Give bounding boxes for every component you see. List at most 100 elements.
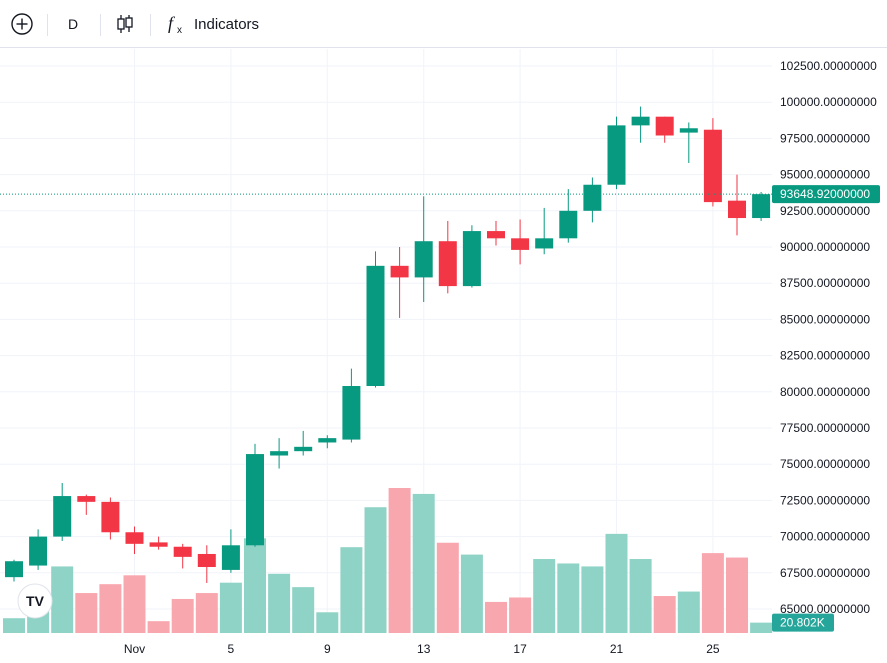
volume-bar (388, 488, 411, 633)
candle-body (462, 231, 481, 287)
volume-bar (653, 596, 676, 633)
indicators-button[interactable]: f x Indicators (166, 0, 259, 48)
volume-bar (316, 612, 339, 633)
last-price-value: 93648.92000000 (780, 187, 870, 201)
volume-bar (677, 591, 700, 633)
volume-bar (171, 598, 194, 633)
svg-text:x: x (177, 25, 182, 36)
volume-bar (195, 593, 218, 633)
tradingview-logo-icon: TV (26, 593, 45, 609)
volume-bar (629, 559, 652, 633)
volume-bar (726, 557, 748, 633)
candle-body (631, 116, 650, 126)
candle-body (53, 496, 72, 537)
candles-icon (117, 15, 133, 33)
volume-bar (99, 584, 122, 633)
candle-body (390, 265, 409, 278)
volume-bar (340, 547, 363, 633)
candle-body (703, 129, 722, 203)
indicators-label: Indicators (194, 15, 260, 33)
price-axis-label: 92500.00000000 (780, 204, 870, 218)
price-axis[interactable]: 102500.00000000 100000.00000000 97500.0000… (780, 59, 877, 616)
price-axis-label: 75000.00000000 (780, 457, 870, 471)
candle-body (5, 561, 23, 578)
price-axis-label: 87500.00000000 (780, 276, 870, 290)
price-axis-label: 70000.00000000 (780, 530, 870, 544)
candles (5, 106, 771, 583)
candle-body (318, 438, 337, 443)
candle-body (535, 238, 554, 249)
fx-icon: f x (168, 13, 182, 36)
volume-bar (219, 582, 242, 633)
price-axis-label: 90000.00000000 (780, 240, 870, 254)
chart-grid (0, 49, 772, 633)
candle-body (77, 496, 96, 502)
price-axis-label: 95000.00000000 (780, 168, 870, 182)
candle-body (221, 545, 240, 570)
volume-bar (436, 542, 459, 633)
chart-type-button[interactable] (114, 0, 136, 48)
time-axis-label: 5 (228, 642, 235, 656)
volume-bar (581, 566, 604, 633)
volume-bar (268, 573, 291, 633)
candle-body (487, 231, 505, 239)
price-axis-label: 77500.00000000 (780, 421, 870, 435)
volume-bar (292, 587, 315, 633)
toolbar-separator (150, 14, 151, 36)
candle-body (342, 386, 361, 440)
price-axis-label: 80000.00000000 (780, 385, 870, 399)
time-axis[interactable]: Nov 5 9 13 17 21 25 (124, 642, 720, 656)
candle-body (246, 454, 264, 546)
volume-bar (509, 597, 532, 633)
interval-button[interactable]: D (68, 0, 78, 48)
candle-body (366, 265, 385, 387)
time-axis-label: 17 (513, 642, 527, 656)
candle-body (29, 536, 48, 566)
candle-body (197, 553, 216, 568)
volume-bar (244, 538, 266, 633)
last-volume-badge: 20.802K (772, 613, 834, 632)
candle-body (607, 125, 626, 185)
candle-body (173, 546, 192, 557)
time-axis-label: 21 (610, 642, 624, 656)
candle-body (752, 194, 771, 219)
price-axis-label: 102500.00000000 (780, 59, 877, 73)
add-symbol-button[interactable] (10, 0, 34, 48)
candle-body (559, 210, 578, 239)
price-axis-label: 67500.00000000 (780, 566, 870, 580)
candle-body (101, 501, 120, 533)
plus-circle-icon (11, 13, 33, 35)
price-axis-label: 97500.00000000 (780, 131, 870, 145)
price-axis-label: 85000.00000000 (780, 312, 870, 326)
candle-body (583, 184, 602, 211)
volume-bar (533, 559, 556, 633)
volume-bar (75, 593, 98, 633)
candle-body (655, 116, 674, 136)
volume-bar (701, 553, 724, 633)
candle-body (679, 128, 698, 133)
candle-body (294, 446, 313, 452)
top-toolbar: D f x Indicators (0, 0, 887, 48)
time-axis-label: 25 (706, 642, 720, 656)
price-chart[interactable]: 102500.00000000 100000.00000000 97500.0000… (0, 49, 887, 663)
toolbar-separator (100, 14, 101, 36)
volume-bar (460, 554, 483, 633)
volume-bar (412, 493, 435, 633)
candle-body (728, 200, 746, 219)
tradingview-logo[interactable]: TV (17, 583, 53, 619)
candle-body (438, 241, 457, 287)
candle-body (414, 241, 433, 278)
candle-body (149, 542, 168, 547)
price-axis-label: 100000.00000000 (780, 95, 877, 109)
time-axis-label: Nov (124, 642, 145, 656)
volume-bar (364, 507, 387, 633)
volume-bar (750, 622, 773, 633)
volume-bar (51, 566, 74, 633)
volume-bars (3, 488, 773, 633)
volume-bar (485, 601, 507, 633)
last-price-badge: 93648.92000000 (772, 185, 880, 204)
price-axis-label: 65000.00000000 (780, 602, 870, 616)
volume-bar (605, 533, 628, 633)
time-axis-label: 13 (417, 642, 431, 656)
toolbar-separator (47, 14, 48, 36)
